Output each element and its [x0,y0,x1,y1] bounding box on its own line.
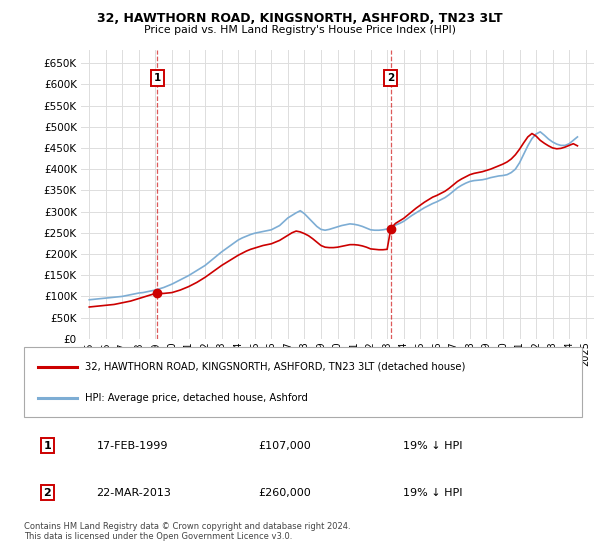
Text: 1: 1 [154,73,161,83]
Text: 1: 1 [44,441,52,451]
Text: £260,000: £260,000 [259,488,311,498]
Text: Contains HM Land Registry data © Crown copyright and database right 2024.
This d: Contains HM Land Registry data © Crown c… [24,522,350,542]
Text: 17-FEB-1999: 17-FEB-1999 [97,441,168,451]
Text: HPI: Average price, detached house, Ashford: HPI: Average price, detached house, Ashf… [85,393,308,403]
Text: 19% ↓ HPI: 19% ↓ HPI [403,441,463,451]
Text: 2: 2 [387,73,394,83]
Text: 32, HAWTHORN ROAD, KINGSNORTH, ASHFORD, TN23 3LT: 32, HAWTHORN ROAD, KINGSNORTH, ASHFORD, … [97,12,503,25]
Text: Price paid vs. HM Land Registry's House Price Index (HPI): Price paid vs. HM Land Registry's House … [144,25,456,35]
Text: 2: 2 [44,488,52,498]
Text: 19% ↓ HPI: 19% ↓ HPI [403,488,463,498]
Text: 32, HAWTHORN ROAD, KINGSNORTH, ASHFORD, TN23 3LT (detached house): 32, HAWTHORN ROAD, KINGSNORTH, ASHFORD, … [85,362,466,372]
Text: £107,000: £107,000 [259,441,311,451]
Text: 22-MAR-2013: 22-MAR-2013 [97,488,172,498]
